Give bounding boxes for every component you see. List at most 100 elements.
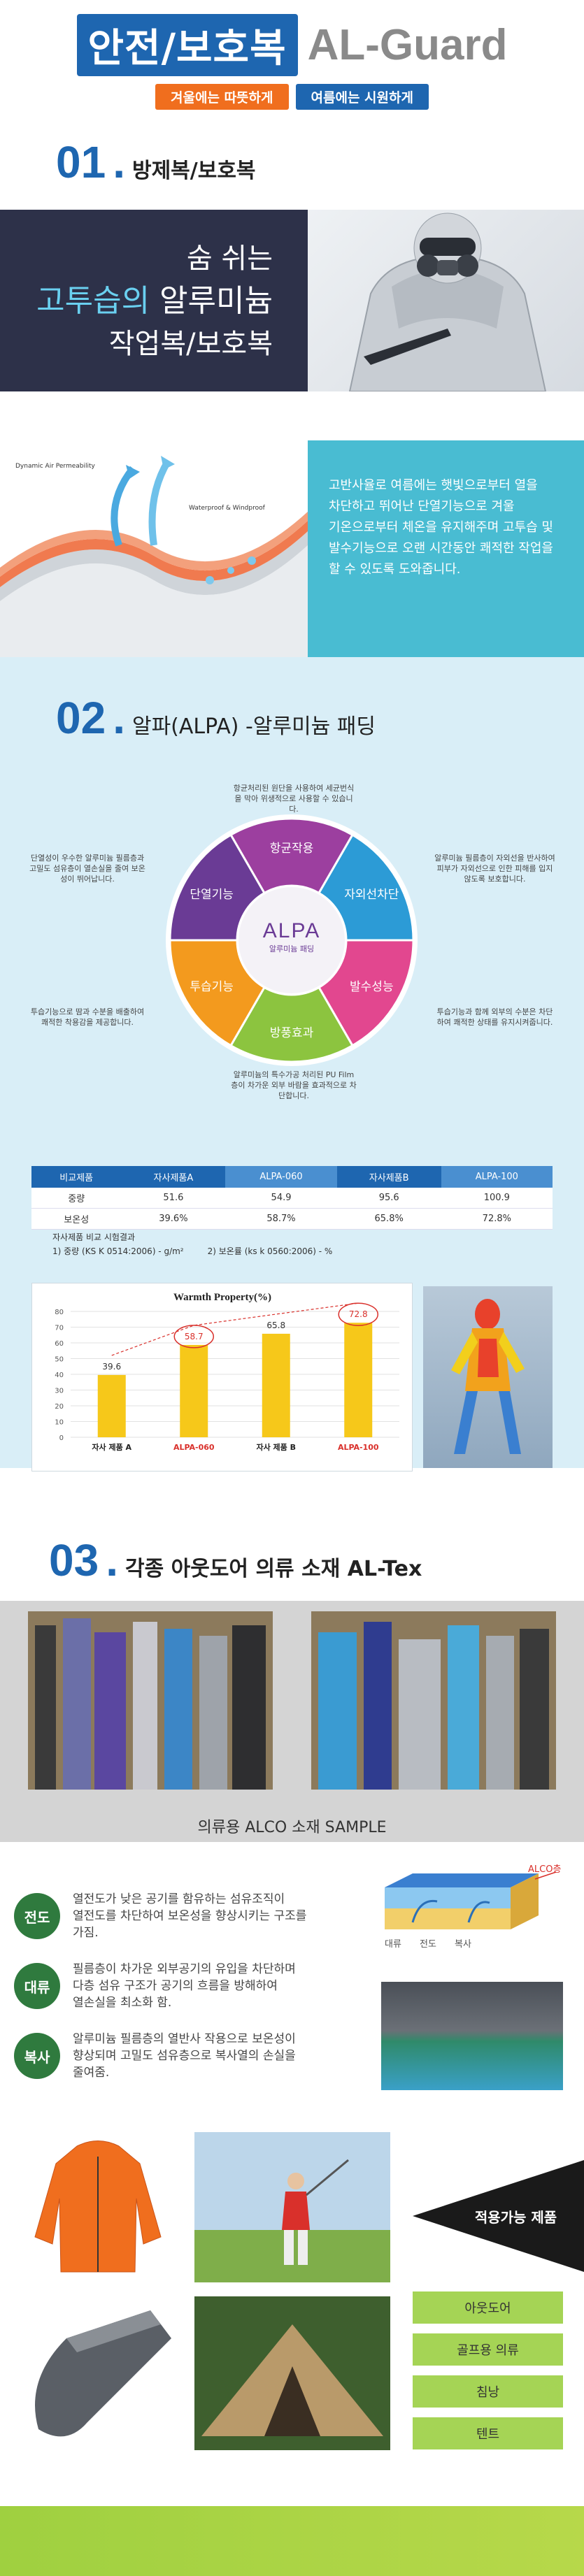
wheel-segment bbox=[229, 817, 355, 895]
sample-photo-right bbox=[311, 1611, 556, 1790]
note-right-bottom: 투습기능과 함께 외부의 수분은 차단하여 쾌적한 상태를 유지시켜줍니다. bbox=[436, 1007, 553, 1027]
layer-diagram-svg bbox=[385, 1871, 557, 1929]
applicable-products-label: 적용가능 제품 bbox=[474, 2208, 557, 2226]
headline-highlight: 고투습의 bbox=[36, 283, 150, 319]
section3-title: 03. 각종 아웃도어 의류 소재 AL-Tex bbox=[49, 1534, 422, 1586]
tent-illustration bbox=[194, 2296, 390, 2450]
chart-data-label: 39.6 bbox=[102, 1362, 121, 1372]
applicable-item-golf: 골프용 의류 bbox=[413, 2333, 563, 2366]
applicable-item-sleeping-bag: 침낭 bbox=[413, 2375, 563, 2408]
section3-dot: . bbox=[106, 1535, 118, 1585]
table-cell: 51.6 bbox=[121, 1188, 226, 1209]
table-cell: 보온성 bbox=[31, 1208, 122, 1230]
fabric-label-left: Dynamic Air Permeability bbox=[15, 463, 95, 470]
table-cell: 58.7% bbox=[225, 1208, 337, 1230]
wheel-segment-label: 항균작용 bbox=[270, 842, 314, 856]
chart-y-tick: 60 bbox=[55, 1340, 64, 1348]
chart-bar bbox=[344, 1323, 373, 1437]
table-note-title: 자사제품 비교 시험결과 bbox=[52, 1232, 136, 1242]
chart-trend-line bbox=[111, 1302, 359, 1356]
headline-line2-rest: 알루미늄 bbox=[150, 283, 273, 319]
wheel-segment-label: 방풍효과 bbox=[270, 1026, 314, 1040]
fabric-label-right: Waterproof & Windproof bbox=[189, 505, 265, 512]
feature-wheel: 항균작용 자외선차단 발수성능 방풍효과 투습기능 단열기능 ALPA 알루미늄 패딩 bbox=[162, 811, 421, 1070]
chart-x-tick: 자사 제품 A bbox=[92, 1442, 131, 1452]
table-cell: 39.6% bbox=[121, 1208, 226, 1230]
property-radiation: 복사 알루미늄 필름층의 열반사 작용으로 보온성이 향상되며 고밀도 섬유층으… bbox=[14, 2031, 315, 2081]
applicable-item-tent: 텐트 bbox=[413, 2417, 563, 2449]
wheel-segment bbox=[317, 939, 415, 1047]
table-header-cell: 자사제품B bbox=[336, 1166, 441, 1188]
layer-label-alco: ALCO층 bbox=[528, 1864, 562, 1875]
property-circle-radiation: 복사 bbox=[14, 2033, 60, 2079]
layer-diagram: ALCO층 대류 전도 복사 bbox=[371, 1859, 574, 1964]
section2-heading: 알파(ALPA) -알루미늄 패딩 bbox=[131, 714, 376, 739]
table-cell: 72.8% bbox=[441, 1208, 553, 1230]
fabric-rolls-left bbox=[28, 1611, 273, 1790]
chart-y-tick: 20 bbox=[55, 1403, 64, 1411]
chart-x-tick: ALPA-100 bbox=[338, 1443, 379, 1452]
table-cell: 100.9 bbox=[441, 1188, 553, 1209]
note-left-top: 단열성이 우수한 알루미늄 필름층과 고밀도 섬유층이 열손실을 줄여 보온성이… bbox=[29, 854, 145, 884]
note-top: 항균처리된 원단을 사용하여 세균번식을 막아 위생적으로 사용할 수 있습니다… bbox=[233, 784, 355, 814]
chart-y-tick: 30 bbox=[55, 1388, 64, 1395]
wheel-segment-label: 발수성능 bbox=[350, 980, 394, 994]
table-note-2: 2) 보온률 (ks k 0560:2006) - % bbox=[207, 1246, 333, 1256]
chart-highlight-circle bbox=[173, 1325, 214, 1348]
chart-data-label: 65.8 bbox=[266, 1321, 285, 1330]
wheel-segment-label: 자외선차단 bbox=[344, 888, 399, 902]
property-text-radiation: 알루미늄 필름층의 열반사 작용으로 보온성이 향상되며 고밀도 섬유층으로 복… bbox=[73, 2032, 296, 2080]
note-right-top: 알루미늄 필름층이 자외선을 반사하여 피부가 자외선으로 인한 피해를 입지 … bbox=[434, 854, 555, 884]
section1-number: 01 bbox=[56, 137, 106, 187]
property-convection: 대류 필름층이 차가운 외부공기의 유입을 차단하며 다층 섬유 구조가 공기의… bbox=[14, 1961, 315, 2011]
golf-illustration bbox=[194, 2132, 390, 2282]
protective-suit-photo bbox=[308, 210, 584, 392]
fabric-layers-illustration bbox=[0, 456, 308, 657]
header-brand: AL-Guard bbox=[307, 21, 508, 69]
property-text-convection: 필름층이 차가운 외부공기의 유입을 차단하며 다층 섬유 구조가 공기의 흐름… bbox=[73, 1962, 296, 2010]
wheel-center-sub: 알루미늄 패딩 bbox=[269, 944, 315, 954]
chart-y-tick: 80 bbox=[55, 1309, 64, 1316]
comparison-table: 비교제품 자사제품A ALPA-060 자사제품B ALPA-100 중량 51.6 54.… bbox=[31, 1166, 553, 1230]
chart-x-tick: ALPA-060 bbox=[173, 1443, 215, 1452]
fabric-cross-section: Dynamic Air Permeability Waterproof & Wi… bbox=[0, 440, 308, 657]
table-row: 보온성 39.6% 58.7% 65.8% 72.8% bbox=[31, 1208, 553, 1230]
property-conduction: 전도 열전도가 낮은 공기를 함유하는 섬유조직이 열전도를 차단하여 보온성을… bbox=[14, 1891, 315, 1941]
table-cell: 중량 bbox=[31, 1188, 122, 1209]
chart-title: Warmth Property(%) bbox=[173, 1292, 271, 1303]
section2-dot: . bbox=[113, 693, 125, 743]
section1-description-panel: 고반사율로 여름에는 햇빛으로부터 열을 차단하고 뛰어난 단열기능으로 겨울 … bbox=[308, 440, 584, 657]
jacket-photo bbox=[10, 2132, 185, 2282]
layer-label-conduction: 전도 bbox=[420, 1939, 436, 1950]
layer-label-radiation: 복사 bbox=[455, 1939, 471, 1950]
wheel-segment bbox=[169, 939, 266, 1047]
chart-bar bbox=[262, 1333, 290, 1437]
property-text-conduction: 열전도가 낮은 공기를 함유하는 섬유조직이 열전도를 차단하여 보온성을 향상… bbox=[73, 1892, 307, 1940]
table-header-cell: 자사제품A bbox=[121, 1166, 226, 1188]
wheel-segment bbox=[229, 986, 355, 1063]
section1-description: 고반사율로 여름에는 햇빛으로부터 열을 차단하고 뛰어난 단열기능으로 겨울 … bbox=[329, 478, 553, 577]
chart-x-tick: 자사 제품 B bbox=[256, 1442, 296, 1452]
sleeping-bag-illustration bbox=[10, 2296, 185, 2450]
jacket-illustration bbox=[10, 2132, 185, 2282]
chart-y-tick: 10 bbox=[55, 1419, 64, 1427]
protective-suit-illustration bbox=[348, 213, 547, 392]
table-header-cell: 비교제품 bbox=[31, 1166, 122, 1188]
table-notes: 자사제품 비교 시험결과 1) 중량 (KS K 0514:2006) - g/… bbox=[52, 1230, 332, 1258]
warmth-chart: Warmth Property(%) 0 10 20 30 40 50 60 70 80 39.6 자… bbox=[31, 1283, 413, 1472]
section3-heading: 각종 아웃도어 의류 소재 AL-Tex bbox=[124, 1557, 422, 1581]
bottom-band bbox=[0, 2506, 584, 2576]
chart-y-tick: 70 bbox=[55, 1325, 64, 1332]
table-header-cell: ALPA-100 bbox=[441, 1166, 553, 1188]
section1-heading: 방제복/보호복 bbox=[131, 159, 256, 183]
section2-title: 02. 알파(ALPA) -알루미늄 패딩 bbox=[56, 692, 376, 744]
property-circle-convection: 대류 bbox=[14, 1963, 60, 2009]
table-header-cell: ALPA-060 bbox=[225, 1166, 337, 1188]
chart-bar bbox=[97, 1374, 126, 1437]
chart-data-label: 58.7 bbox=[185, 1332, 204, 1341]
fabric-rolls-right bbox=[311, 1611, 556, 1790]
sample-photo-left bbox=[28, 1611, 273, 1790]
chart-data-label: 72.8 bbox=[349, 1309, 368, 1319]
wheel-center-logo: ALPA bbox=[262, 919, 321, 942]
